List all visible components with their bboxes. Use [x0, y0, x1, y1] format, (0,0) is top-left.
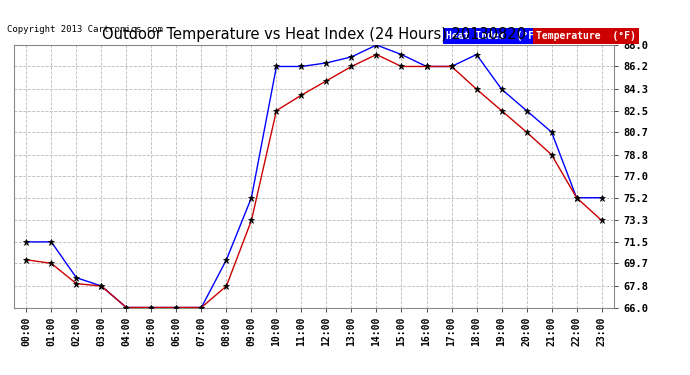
Title: Outdoor Temperature vs Heat Index (24 Hours) 20130820: Outdoor Temperature vs Heat Index (24 Ho… — [102, 27, 526, 42]
Text: Temperature  (°F): Temperature (°F) — [536, 31, 636, 41]
Text: Copyright 2013 Cartronics.com: Copyright 2013 Cartronics.com — [7, 25, 163, 34]
Text: Heat Index  (°F): Heat Index (°F) — [446, 31, 540, 41]
